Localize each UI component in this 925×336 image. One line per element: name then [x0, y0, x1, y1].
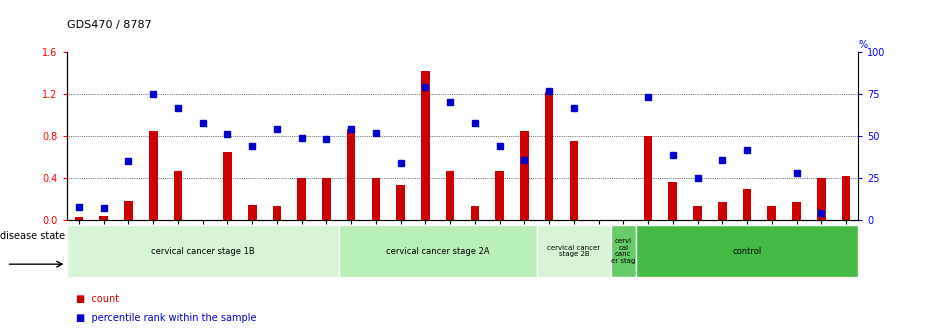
- Text: control: control: [733, 247, 761, 256]
- Bar: [693, 206, 702, 220]
- Bar: [743, 188, 751, 220]
- Text: cervical cancer
stage 2B: cervical cancer stage 2B: [548, 245, 600, 257]
- Text: ■  percentile rank within the sample: ■ percentile rank within the sample: [76, 312, 256, 323]
- Bar: [520, 131, 529, 220]
- Text: cervical cancer stage 2A: cervical cancer stage 2A: [386, 247, 489, 256]
- Bar: [570, 141, 578, 220]
- Bar: [273, 206, 281, 220]
- Bar: [495, 171, 504, 220]
- Bar: [842, 176, 850, 220]
- Bar: [124, 201, 133, 220]
- Bar: [446, 171, 454, 220]
- Bar: [545, 92, 553, 220]
- Text: cervical cancer stage 1B: cervical cancer stage 1B: [151, 247, 254, 256]
- Bar: [635, 225, 858, 277]
- Bar: [421, 71, 430, 220]
- Bar: [718, 202, 727, 220]
- Bar: [768, 206, 776, 220]
- Bar: [372, 178, 380, 220]
- Text: GDS470 / 8787: GDS470 / 8787: [67, 20, 152, 30]
- Bar: [792, 202, 801, 220]
- Bar: [75, 217, 83, 220]
- Text: disease state: disease state: [0, 230, 65, 241]
- Bar: [536, 225, 611, 277]
- Bar: [396, 185, 405, 220]
- Text: cervi
cal
canc
er stag: cervi cal canc er stag: [611, 239, 635, 264]
- Bar: [610, 225, 635, 277]
- Bar: [322, 178, 331, 220]
- Text: ■  count: ■ count: [76, 294, 119, 304]
- Bar: [817, 178, 826, 220]
- Bar: [174, 171, 182, 220]
- Bar: [644, 136, 652, 220]
- Bar: [99, 216, 108, 220]
- Bar: [248, 205, 256, 220]
- Bar: [223, 152, 232, 220]
- Bar: [669, 182, 677, 220]
- Text: %: %: [858, 40, 868, 50]
- Bar: [149, 131, 157, 220]
- Bar: [297, 178, 306, 220]
- Bar: [67, 225, 339, 277]
- Bar: [339, 225, 536, 277]
- Bar: [471, 206, 479, 220]
- Bar: [347, 129, 355, 220]
